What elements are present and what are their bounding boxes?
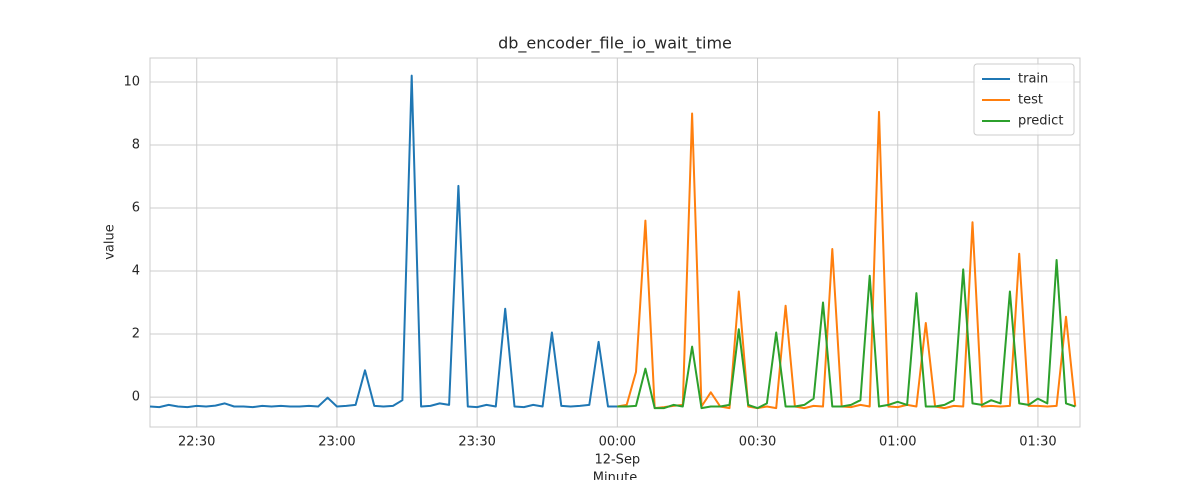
chart-title: db_encoder_file_io_wait_time — [498, 34, 732, 54]
y-tick-label: 10 — [123, 74, 140, 89]
y-tick-label: 2 — [132, 327, 140, 342]
legend-label: train — [1018, 72, 1048, 87]
plot-frame — [149, 57, 1081, 428]
x-tick-label: 23:30 — [458, 435, 495, 450]
x-axis-label: Minute — [593, 471, 637, 480]
y-tick-label: 8 — [132, 137, 140, 152]
legend-label: test — [1018, 93, 1043, 108]
y-tick-label: 0 — [132, 390, 140, 405]
legend-label: predict — [1018, 114, 1063, 129]
series-line — [617, 110, 1077, 410]
y-axis-label: value — [103, 224, 118, 260]
x-tick-label: 01:30 — [1019, 435, 1056, 450]
y-tick-label: 4 — [132, 264, 140, 279]
legend: train test predict — [973, 63, 1075, 136]
series-line — [617, 259, 1076, 410]
x-tick-label: 23:00 — [318, 435, 355, 450]
x-date-label: 12-Sep — [594, 453, 640, 468]
legend-box — [973, 63, 1075, 136]
x-tick-label: 22:30 — [178, 435, 215, 450]
x-tick-label: 00:30 — [739, 435, 776, 450]
series-line — [149, 74, 618, 409]
x-tick-label: 01:00 — [879, 435, 916, 450]
y-tick-label: 6 — [132, 200, 140, 215]
x-tick-label: 00:00 — [599, 435, 636, 450]
